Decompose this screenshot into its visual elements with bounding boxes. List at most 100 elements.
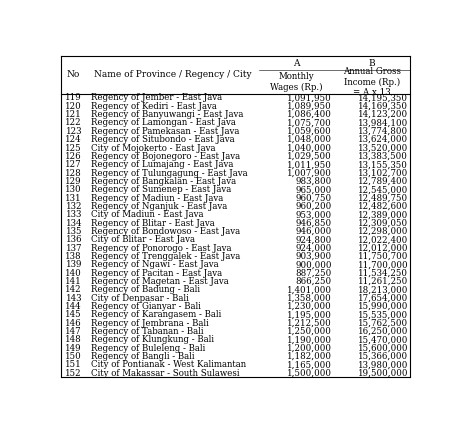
Text: 12,022,400: 12,022,400	[358, 235, 408, 244]
Text: 11,750,700: 11,750,700	[358, 252, 408, 261]
Text: No: No	[67, 70, 80, 79]
Text: 133: 133	[66, 210, 82, 219]
Text: 11,261,250: 11,261,250	[358, 277, 408, 286]
Text: Regency of Tabanan - Bali: Regency of Tabanan - Bali	[90, 327, 203, 336]
Text: Regency of Madiun - East Java: Regency of Madiun - East Java	[90, 193, 223, 203]
Text: 1,075,700: 1,075,700	[287, 118, 332, 127]
Text: 1,358,000: 1,358,000	[287, 294, 332, 303]
Text: 145: 145	[65, 311, 82, 320]
Text: 120: 120	[65, 102, 82, 111]
Text: 15,470,000: 15,470,000	[358, 335, 408, 345]
Text: City of Mojokerto - East Java: City of Mojokerto - East Java	[90, 144, 215, 153]
Text: 18,213,000: 18,213,000	[358, 285, 408, 294]
Text: Regency of Ponorogo - East Java: Regency of Ponorogo - East Java	[90, 244, 231, 253]
Text: 134: 134	[65, 219, 82, 227]
Text: City of Denpasar - Bali: City of Denpasar - Bali	[90, 294, 188, 303]
Text: 16,250,000: 16,250,000	[358, 327, 408, 336]
Text: 1,195,000: 1,195,000	[287, 311, 332, 320]
Text: Regency of Tulungagung - East Java: Regency of Tulungagung - East Java	[90, 169, 247, 178]
Text: 1,048,000: 1,048,000	[287, 135, 332, 144]
Text: 152: 152	[65, 369, 82, 378]
Text: 13,624,000: 13,624,000	[358, 135, 408, 144]
Text: 924,800: 924,800	[296, 235, 332, 244]
Text: 124: 124	[65, 135, 82, 144]
Text: 15,600,000: 15,600,000	[358, 344, 408, 353]
Text: 14,123,200: 14,123,200	[358, 110, 408, 119]
Text: 119: 119	[65, 93, 82, 102]
Text: 12,789,400: 12,789,400	[358, 177, 408, 186]
Text: 12,489,750: 12,489,750	[358, 193, 408, 203]
Text: 142: 142	[65, 285, 82, 294]
Text: Regency of Banyuwangi - East Java: Regency of Banyuwangi - East Java	[90, 110, 243, 119]
Text: 1,029,500: 1,029,500	[287, 152, 332, 161]
Text: 141: 141	[65, 277, 82, 286]
Text: Regency of Pamekasan - East Java: Regency of Pamekasan - East Java	[90, 127, 239, 136]
Text: 1,200,000: 1,200,000	[287, 344, 332, 353]
Text: 1,086,400: 1,086,400	[287, 110, 332, 119]
Text: Regency of Kediri - East Java: Regency of Kediri - East Java	[90, 102, 217, 111]
Text: 12,298,000: 12,298,000	[358, 227, 408, 236]
Text: City of Blitar - East Java: City of Blitar - East Java	[90, 235, 195, 244]
Text: 136: 136	[65, 235, 82, 244]
Text: Regency of Ngawi - East Java: Regency of Ngawi - East Java	[90, 260, 218, 269]
Text: Regency of Jember - East Java: Regency of Jember - East Java	[90, 93, 222, 102]
Text: Regency of Buleleng - Bali: Regency of Buleleng - Bali	[90, 344, 205, 353]
Text: Regency of Pacitan - East Java: Regency of Pacitan - East Java	[90, 269, 222, 278]
Text: 1,500,000: 1,500,000	[287, 369, 332, 378]
Text: 13,520,000: 13,520,000	[358, 144, 408, 153]
Text: 11,534,250: 11,534,250	[358, 269, 408, 278]
Text: 13,155,350: 13,155,350	[358, 160, 408, 169]
Text: 150: 150	[65, 352, 82, 361]
Text: 12,482,600: 12,482,600	[358, 202, 408, 211]
Text: Regency of Bangkalan - East Java: Regency of Bangkalan - East Java	[90, 177, 236, 186]
Text: 137: 137	[65, 244, 82, 253]
Text: 17,654,000: 17,654,000	[358, 294, 408, 303]
Text: Monthly
Wages (Rp.): Monthly Wages (Rp.)	[270, 72, 323, 92]
Text: 131: 131	[65, 193, 82, 203]
Text: Regency of Situbondo - East Java: Regency of Situbondo - East Java	[90, 135, 234, 144]
Text: 127: 127	[65, 160, 82, 169]
Text: 960,750: 960,750	[296, 193, 332, 203]
Text: 123: 123	[65, 127, 82, 136]
Text: 953,000: 953,000	[296, 210, 332, 219]
Text: Regency of Klungkung - Bali: Regency of Klungkung - Bali	[90, 335, 213, 345]
Text: 130: 130	[65, 185, 82, 194]
Text: 129: 129	[65, 177, 82, 186]
Text: 138: 138	[65, 252, 82, 261]
Text: 1,250,000: 1,250,000	[287, 327, 332, 336]
Text: 960,200: 960,200	[296, 202, 332, 211]
Text: 1,230,000: 1,230,000	[287, 302, 332, 311]
Text: 887,250: 887,250	[296, 269, 332, 278]
Text: 1,007,900: 1,007,900	[287, 169, 332, 178]
Text: 1,059,600: 1,059,600	[287, 127, 332, 136]
Text: 121: 121	[65, 110, 82, 119]
Text: 147: 147	[65, 327, 82, 336]
Text: Regency of Gianyar - Bali: Regency of Gianyar - Bali	[90, 302, 201, 311]
Text: 866,250: 866,250	[296, 277, 332, 286]
Text: 19,500,000: 19,500,000	[358, 369, 408, 378]
Text: 13,774,800: 13,774,800	[358, 127, 408, 136]
Text: 122: 122	[65, 118, 82, 127]
Text: 1,040,000: 1,040,000	[287, 144, 332, 153]
Text: 1,089,950: 1,089,950	[287, 102, 332, 111]
Text: 149: 149	[65, 344, 82, 353]
Text: 14,195,350: 14,195,350	[358, 93, 408, 102]
Text: 11,700,000: 11,700,000	[358, 260, 408, 269]
Text: 15,366,000: 15,366,000	[358, 352, 408, 361]
Text: 946,000: 946,000	[296, 227, 332, 236]
Text: 146: 146	[65, 319, 82, 328]
Text: 15,535,000: 15,535,000	[358, 311, 408, 320]
Text: Regency of Bangli - Bali: Regency of Bangli - Bali	[90, 352, 194, 361]
Text: 125: 125	[65, 144, 82, 153]
Text: 983,800: 983,800	[296, 177, 332, 186]
Text: Name of Province / Regency / City: Name of Province / Regency / City	[94, 70, 252, 79]
Text: 1,091,950: 1,091,950	[287, 93, 332, 102]
Text: Regency of Bondowoso - East Java: Regency of Bondowoso - East Java	[90, 227, 240, 236]
Text: 13,980,000: 13,980,000	[358, 360, 408, 369]
Text: 12,545,000: 12,545,000	[358, 185, 408, 194]
Text: Regency of Trenggalek - East Java: Regency of Trenggalek - East Java	[90, 252, 240, 261]
Text: 1,401,000: 1,401,000	[287, 285, 332, 294]
Text: Regency of Lamongan - East Java: Regency of Lamongan - East Java	[90, 118, 235, 127]
Text: 12,309,050: 12,309,050	[358, 219, 408, 227]
Text: 15,762,500: 15,762,500	[358, 319, 408, 328]
